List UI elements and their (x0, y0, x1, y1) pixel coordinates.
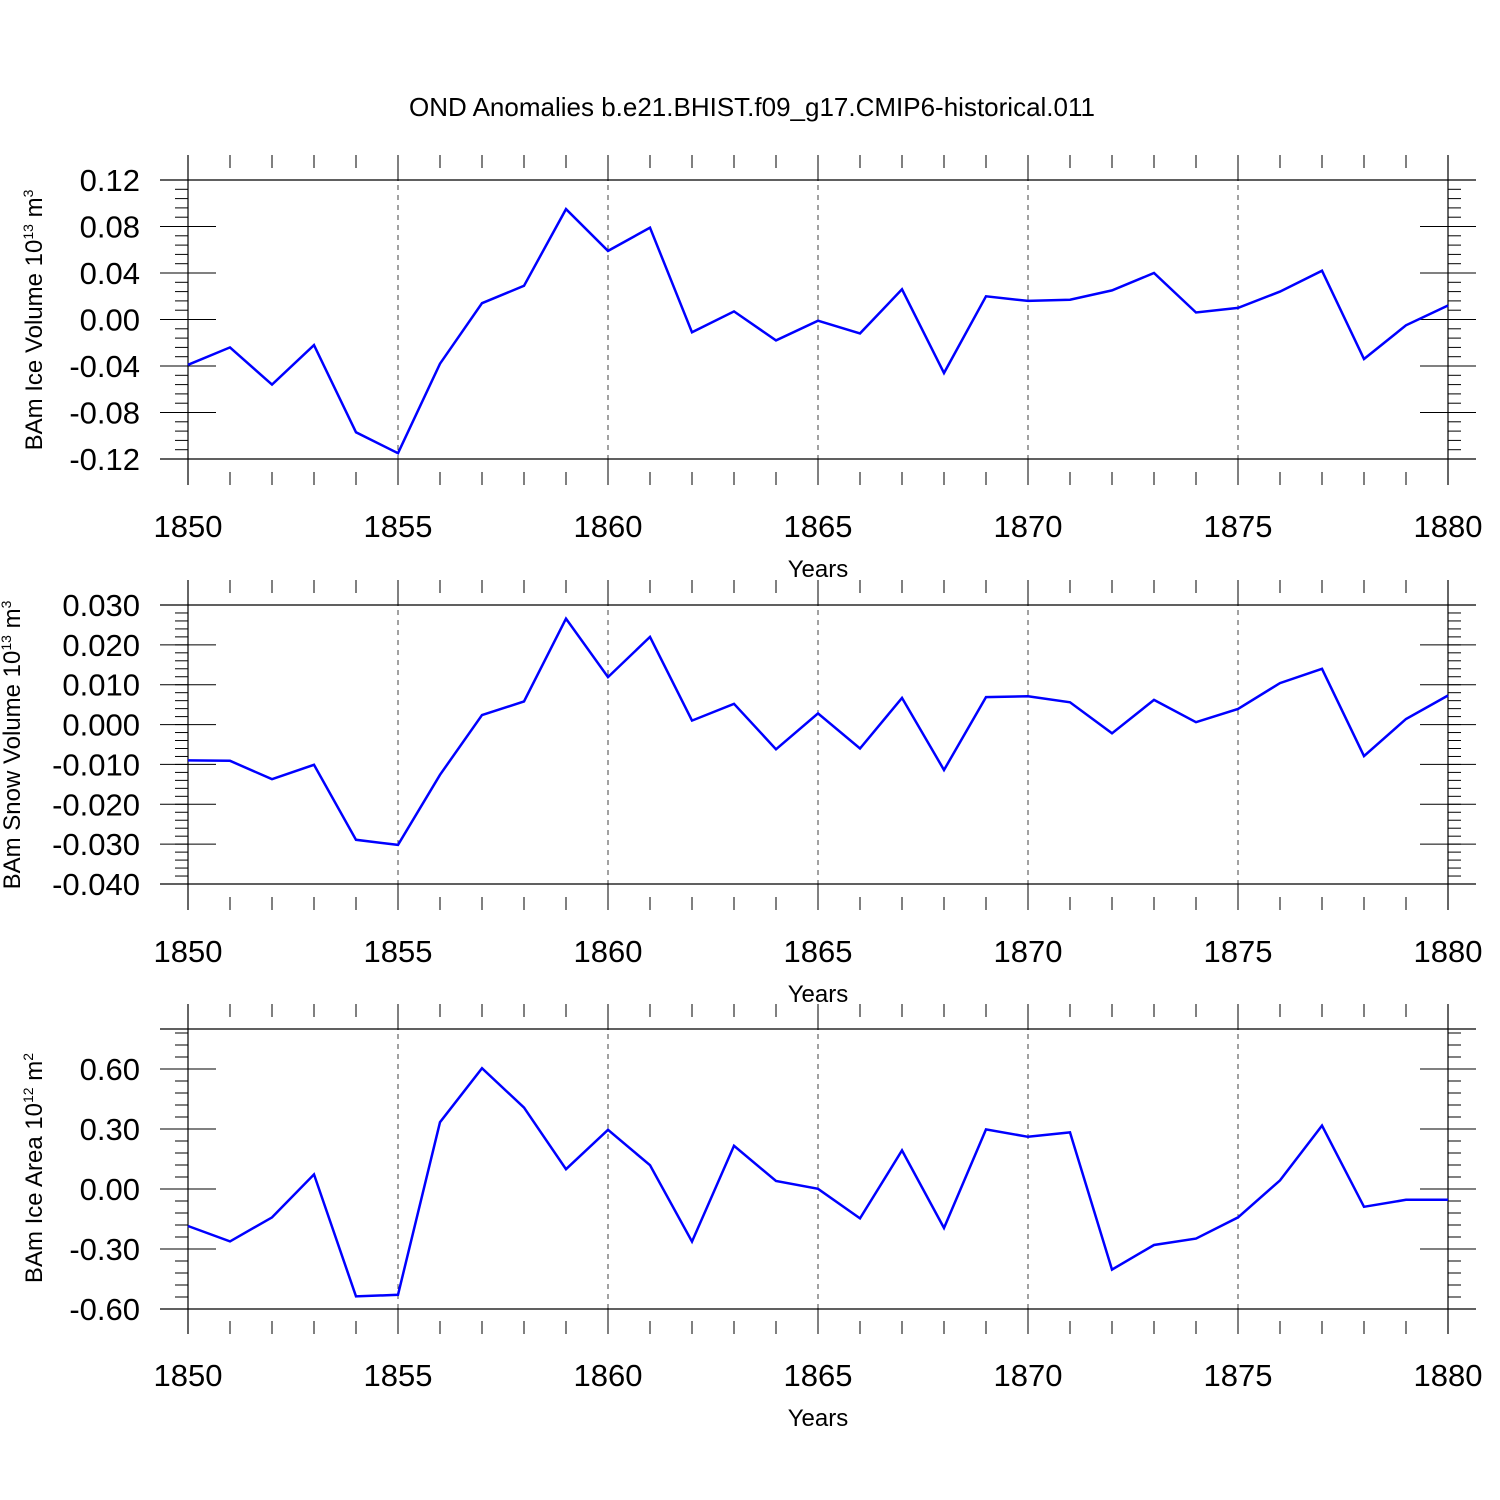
y-tick-label: -0.04 (69, 349, 140, 384)
x-tick-label: 1880 (1414, 934, 1483, 969)
y-tick-label: -0.010 (52, 747, 140, 782)
chart-panel-1: 0.12 0.08 0.04 0.00 -0.04 -0.08 -0.12 1850 1855 1… (20, 155, 1482, 583)
series-line (187, 616, 1449, 847)
x-tick-label: 1875 (1204, 509, 1273, 544)
y-tick-label: 0.30 (80, 1112, 140, 1147)
y-tick-label: 0.020 (62, 628, 140, 663)
chart-title: OND Anomalies b.e21.BHIST.f09_g17.CMIP6-… (409, 92, 1095, 122)
x-tick-label: 1870 (994, 934, 1063, 969)
x-tick-label: 1860 (574, 1358, 643, 1393)
y-tick-label: 0.010 (62, 668, 140, 703)
x-tick-label: 1860 (574, 934, 643, 969)
x-tick-label: 1870 (994, 1358, 1063, 1393)
y-tick-label: 0.12 (80, 163, 140, 198)
x-axis-title: Years (788, 556, 849, 583)
y-axis-title: BAm Ice Area 1012 m2 (20, 1053, 48, 1283)
x-tick-label: 1865 (784, 934, 853, 969)
y-tick-label: 0.04 (80, 256, 140, 291)
y-axis-title: BAm Snow Volume 1013 m3 (0, 600, 26, 889)
y-tick-label: 0.08 (80, 210, 140, 245)
y-tick-label: 0.030 (62, 588, 140, 623)
x-tick-label: 1865 (784, 509, 853, 544)
x-tick-label: 1855 (364, 509, 433, 544)
y-tick-label: 0.60 (80, 1052, 140, 1087)
x-tick-label: 1855 (364, 1358, 433, 1393)
x-axis-title: Years (788, 981, 849, 1008)
chart-panel-3: 0.60 0.30 0.00 -0.30 -0.60 1850 1855 1860 1865 18… (20, 1004, 1482, 1432)
chart-panel-2: 0.030 0.020 0.010 0.000 -0.010 -0.020 -0.030 -0… (0, 580, 1482, 1008)
x-tick-label: 1875 (1204, 934, 1273, 969)
x-tick-label: 1850 (154, 934, 223, 969)
x-tick-label: 1850 (154, 1358, 223, 1393)
chart-panels: 0.12 0.08 0.04 0.00 -0.04 -0.08 -0.12 1850 1855 1… (0, 155, 1482, 1432)
y-tick-label: -0.60 (69, 1292, 140, 1327)
y-tick-label: -0.12 (69, 442, 140, 477)
y-tick-label: -0.020 (52, 787, 140, 822)
x-tick-label: 1850 (154, 509, 223, 544)
x-tick-label: 1865 (784, 1358, 853, 1393)
y-tick-label: -0.040 (52, 867, 140, 902)
x-tick-label: 1880 (1414, 1358, 1483, 1393)
y-tick-label: -0.030 (52, 827, 140, 862)
y-axis-title: BAm Ice Volume 1013 m3 (20, 189, 48, 450)
series-line (187, 1066, 1448, 1298)
x-axis-title: Years (788, 1405, 849, 1432)
y-tick-label: -0.30 (69, 1232, 140, 1267)
x-tick-label: 1860 (574, 509, 643, 544)
x-tick-label: 1855 (364, 934, 433, 969)
x-tick-label: 1880 (1414, 509, 1483, 544)
y-tick-label: -0.08 (69, 396, 140, 431)
y-tick-label: 0.00 (80, 1172, 140, 1207)
y-tick-label: 0.000 (62, 708, 140, 743)
series-line (187, 207, 1449, 455)
y-tick-label: 0.00 (80, 303, 140, 338)
x-tick-label: 1875 (1204, 1358, 1273, 1393)
x-tick-label: 1870 (994, 509, 1063, 544)
